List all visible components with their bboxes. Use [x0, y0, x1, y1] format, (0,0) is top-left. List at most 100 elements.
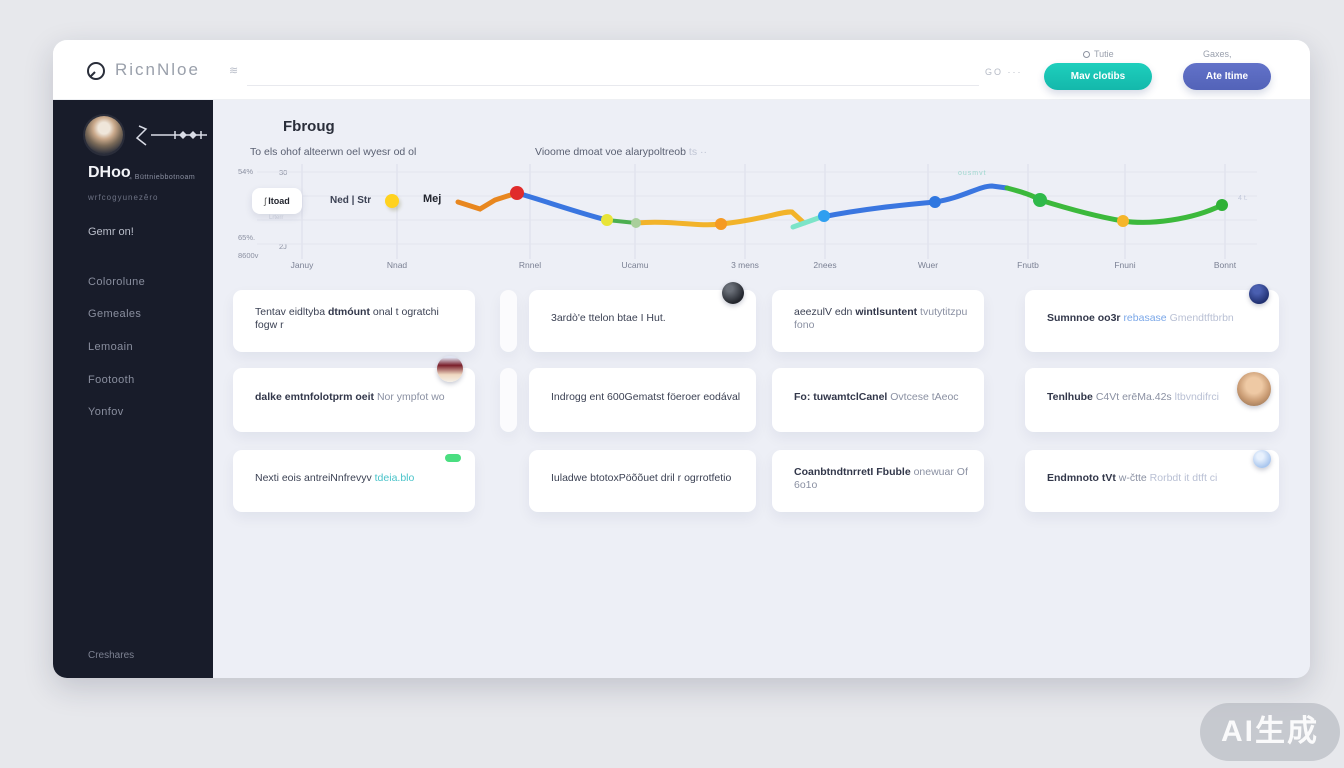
card-text-part: Endmnoto tVt	[1047, 472, 1119, 485]
card-text: Tentav eidltyba dtmóunt onal t ogratchi …	[255, 306, 461, 332]
card[interactable]: dalke emtnfolotprm oeit Nor ympfot wo	[233, 356, 475, 432]
card-text-part: aeezulV edn	[794, 305, 856, 318]
chart-data-point	[510, 186, 524, 200]
legend-pill-subtext: Lrterr	[269, 215, 284, 221]
chart-legend-pill[interactable]: ʃ Itoad	[252, 188, 302, 214]
sidebar-item-1[interactable]: Gemeales	[88, 308, 142, 320]
card[interactable]: Endmnoto tVt w-čtte Rorbdt it dtft ci	[1025, 450, 1279, 512]
page-title: Fbroug	[283, 118, 335, 135]
chart-annotation: ousmvt	[958, 170, 987, 177]
user-avatar[interactable]	[85, 116, 123, 154]
x-axis-tick-label: 2nees	[813, 260, 837, 270]
card-text-part: rebasase	[1123, 312, 1170, 325]
card-text-part: 3ardò'e ttelon btae I Hut.	[551, 312, 666, 325]
avatar[interactable]	[437, 356, 463, 382]
card-text-part: dtmóunt	[327, 305, 370, 318]
x-axis-tick-label: Wuer	[917, 260, 939, 270]
chart-line-segment	[819, 183, 1010, 220]
chart-data-point	[601, 214, 613, 226]
card[interactable]: Indrogg ent 600Gematst föeroer eodával	[529, 368, 756, 432]
header-overflow-dots[interactable]: GO ···	[985, 67, 1023, 77]
card-text-part: Indrogg ent 600Gematst föeroer eodával	[551, 391, 741, 404]
card-sliver	[500, 368, 517, 432]
y-axis-label-2: 8600v	[238, 251, 259, 260]
page-subtitle-left: To els ohof alteerwn oel wyesr od ol	[250, 146, 417, 158]
chart-right-note: 4 t.	[1238, 195, 1248, 202]
legend-mid-label: Ned | Str	[330, 195, 372, 206]
card-text-part: Rorbdt it dtft ci	[1149, 472, 1218, 485]
header-mini-status-2: Gaxes,	[1203, 49, 1232, 59]
card-text-part: ltbvndifrci	[1174, 391, 1219, 404]
chart-data-point	[929, 196, 941, 208]
app-icon[interactable]	[1253, 450, 1271, 468]
card[interactable]: Nexti eois antreiNnfrevyv tdeia.blo	[233, 450, 475, 512]
card[interactable]: Fo: tuwamtclCanel Ovtcese tAeoc	[772, 368, 984, 432]
chart-data-point	[715, 218, 727, 230]
sidebar-item-2[interactable]: Lemoain	[88, 341, 133, 353]
mini-status-label: Tutie	[1094, 49, 1114, 59]
watermark: AI生成	[1200, 703, 1340, 761]
search-input[interactable]	[247, 58, 979, 86]
subtitle-right-text: Vioome dmoat voe alarypoltreob	[535, 146, 689, 158]
card[interactable]: Tentav eidltyba dtmóunt onal t ogratchi …	[233, 290, 475, 352]
card-text: aeezulV edn wintlsuntent tvutytitzpu fon…	[794, 306, 970, 332]
card-text-part: Tenlhube	[1047, 391, 1096, 404]
app-window: RicnNloe ≋ GO ··· Tutie Gaxes, Mav cloti…	[53, 40, 1310, 678]
greeting-text: Gemr on!	[88, 226, 134, 238]
secondary-action-button[interactable]: Ate Itime	[1183, 63, 1271, 90]
chart-line-segment	[1004, 185, 1225, 225]
avatar[interactable]	[1237, 372, 1271, 406]
sidebar-item-0[interactable]: Colorolune	[88, 276, 146, 288]
chart-data-point	[1117, 215, 1129, 227]
card-text: Nexti eois antreiNnfrevyv tdeia.blo	[255, 472, 414, 485]
sidebar-footer-link[interactable]: Creshares	[88, 650, 135, 661]
card[interactable]: aeezulV edn wintlsuntent tvutytitzpu fon…	[772, 290, 984, 352]
inner-tick-2: 2J	[279, 242, 287, 251]
page-subtitle-right: Vioome dmoat voe alarypoltreob ts ··	[535, 146, 707, 158]
card-text: Endmnoto tVt w-čtte Rorbdt it dtft ci	[1047, 472, 1217, 485]
card-text-part: tvutytitzpu fono	[794, 305, 968, 331]
legend-bold-label: Mej	[423, 193, 442, 205]
card[interactable]: Tenlhube C4Vt erēMa.42s ltbvndifrci	[1025, 368, 1279, 432]
mini-status-label: Gaxes,	[1203, 49, 1232, 59]
subtitle-right-fade: ts ··	[688, 146, 707, 158]
x-axis-tick-label: Fnutb	[1017, 260, 1039, 270]
sidebar-item-4[interactable]: Yonfov	[88, 406, 124, 418]
chart-data-point	[818, 210, 830, 222]
chart-line-segment	[514, 190, 610, 223]
avatar[interactable]	[722, 282, 744, 304]
card-text-part: Nor ympfot wo	[376, 391, 445, 404]
card-text: Sumnnoe oo3r rebasase Gmendtftbrbn	[1047, 312, 1234, 325]
x-axis-tick-label: Ucamu	[621, 260, 649, 270]
search-bar[interactable]: ≋	[225, 58, 983, 86]
sidebar-item-3[interactable]: Footooth	[88, 374, 135, 386]
card-text-part: Ovtcese tAeoc	[890, 391, 959, 404]
main-content: Fbroug To els ohof alteerwn oel wyesr od…	[213, 100, 1310, 678]
card-text-part: dalke emtnfolotprm oeit	[255, 391, 377, 404]
card[interactable]: Sumnnoe oo3r rebasase Gmendtftbrbn	[1025, 284, 1279, 352]
card-text-part: CoanbtndtnrretI Fbuble	[794, 465, 914, 478]
primary-action-button[interactable]: Mav clotibs	[1044, 63, 1152, 90]
y-axis-label-0: 54%	[238, 167, 254, 176]
card[interactable]: Iuladwe btotoxPöõõuet dril r ogrrotfetio	[529, 450, 756, 512]
x-axis-tick-label: Nnad	[386, 260, 408, 270]
trend-line-chart[interactable]	[257, 164, 1257, 259]
app-icon[interactable]	[1249, 284, 1269, 304]
legend-yellow-dot-icon[interactable]	[385, 194, 399, 208]
card-text-part: tdeia.blo	[374, 472, 415, 485]
card[interactable]: 3ardò'e ttelon btae I Hut.	[529, 282, 756, 352]
status-badge	[445, 454, 461, 462]
chart-line-segment	[455, 190, 520, 212]
x-axis-tick-label: Januy	[290, 260, 314, 270]
card[interactable]: CoanbtndtnrretI Fbuble onewuar Of 6o1o	[772, 450, 984, 512]
sidebar: DHoo ₄ Büttniebbotnoam wrfcogyunezêro Ge…	[53, 100, 213, 678]
status-circle-icon	[1083, 51, 1090, 59]
card-text: Indrogg ent 600Gematst föeroer eodával	[551, 391, 740, 404]
card-text-part: onewuar Of 6o1o	[794, 465, 968, 491]
chart-data-point	[1033, 193, 1047, 207]
card-sliver	[500, 290, 517, 352]
card-text: dalke emtnfolotprm oeit Nor ympfot wo	[255, 391, 445, 404]
card-text: Iuladwe btotoxPöõõuet dril r ogrrotfetio	[551, 472, 731, 485]
brand-logo-icon	[87, 62, 105, 80]
user-subtitle: wrfcogyunezêro	[88, 193, 159, 202]
